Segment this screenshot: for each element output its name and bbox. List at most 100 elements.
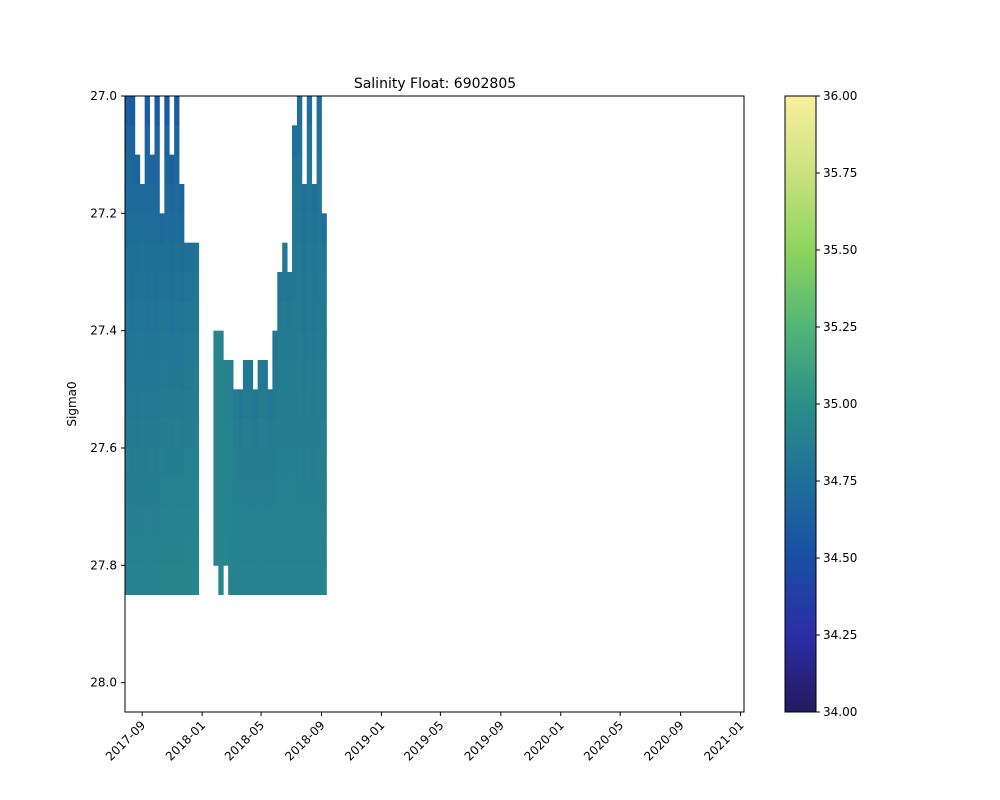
heatmap-cell [134,418,141,449]
heatmap-cell [311,272,317,302]
heatmap-cell [252,418,259,449]
heatmap-cell [316,96,322,126]
x-tick-label: 2020-09 [641,718,686,763]
heatmap-cell [134,565,141,596]
heatmap-cell [228,360,234,390]
colorbar-tick-label: 35.25 [823,320,857,334]
heatmap-cell [292,448,298,478]
heatmap-cell [149,242,155,273]
heatmap-cell [223,506,229,537]
heatmap-cell [321,330,327,361]
heatmap-cell [159,301,165,332]
heatmap-cell [292,272,298,302]
x-tick-label: 2017-09 [103,718,148,763]
heatmap-cell [228,389,234,420]
heatmap-cell [139,301,146,332]
heatmap-cell [287,389,293,420]
heatmap-cell [154,213,160,244]
heatmap-cell [262,448,268,478]
heatmap-cell [183,536,190,566]
heatmap-cell [311,565,317,596]
heatmap-cell [301,536,308,566]
heatmap-cell [188,448,195,478]
heatmap-cell [179,213,185,244]
heatmap-cell [164,184,170,214]
heatmap-cell [311,242,317,273]
heatmap-cell [154,272,160,302]
heatmap-cell [247,565,254,596]
heatmap-cell [316,125,322,156]
x-tick-label: 2019-09 [462,718,507,763]
y-axis-label: Sigma0 [65,381,79,426]
heatmap-cell [301,389,308,420]
heatmap-cell [134,154,141,185]
heatmap-cell [188,418,195,449]
heatmap-cell [169,184,175,214]
heatmap-cell [257,360,263,390]
heatmap-cell [247,506,254,537]
x-tick-label: 2019-01 [342,718,387,763]
heatmap-cell [272,477,278,508]
heatmap-cell [277,506,283,537]
heatmap-cell [292,154,298,185]
heatmap-cell [321,213,327,244]
heatmap-cell [296,184,303,214]
heatmap-cell [144,125,150,156]
heatmap-cell [228,477,234,508]
heatmap-cell [282,389,288,420]
heatmap-cell [311,506,317,537]
heatmap-cell [282,330,288,361]
heatmap-cell [218,418,224,449]
heatmap-cell [164,96,170,126]
heatmap-cell [129,330,136,361]
heatmap-cell [125,565,131,596]
heatmap-cell [174,418,180,449]
heatmap-cell [301,330,308,361]
heatmap-cell [188,301,195,332]
heatmap-cell [247,477,254,508]
heatmap-cell [144,184,150,214]
heatmap-cell [169,536,175,566]
heatmap-cell [129,448,136,478]
heatmap-cell [154,389,160,420]
x-tick-label: 2018-01 [163,718,208,763]
heatmap-cell [306,242,313,273]
heatmap-cell [125,184,131,214]
heatmap-cell [292,565,298,596]
heatmap-cell [129,272,136,302]
heatmap-cell [277,360,283,390]
heatmap-cell [164,330,170,361]
heatmap-cell [292,301,298,332]
heatmap-cell [282,301,288,332]
heatmap-cell [164,154,170,185]
heatmap-cell [218,477,224,508]
heatmap-cell [296,213,303,244]
heatmap-cell [223,536,229,566]
heatmap-cell [282,565,288,596]
y-tick-label: 27.0 [90,89,117,103]
heatmap-cell [169,360,175,390]
heatmap-cell [267,448,273,478]
heatmap-cell [233,389,239,420]
heatmap-cell [134,330,141,361]
heatmap-cell [316,301,322,332]
heatmap-cell [188,565,195,596]
heatmap-cell [321,389,327,420]
heatmap-cell [218,565,224,596]
colorbar-tick-label: 34.25 [823,628,857,642]
heatmap-cell [188,536,195,566]
heatmap-cell [287,536,293,566]
heatmap-cell [296,418,303,449]
heatmap-cell [144,506,150,537]
heatmap-cells [125,96,327,596]
heatmap-cell [139,536,146,566]
heatmap-cell [139,565,146,596]
heatmap-cell [144,272,150,302]
heatmap-cell [174,389,180,420]
x-tick-label: 2020-01 [522,718,567,763]
heatmap-cell [301,448,308,478]
heatmap-cell [257,448,263,478]
heatmap-cell [174,96,180,126]
heatmap-cell [306,477,313,508]
heatmap-cell [306,360,313,390]
